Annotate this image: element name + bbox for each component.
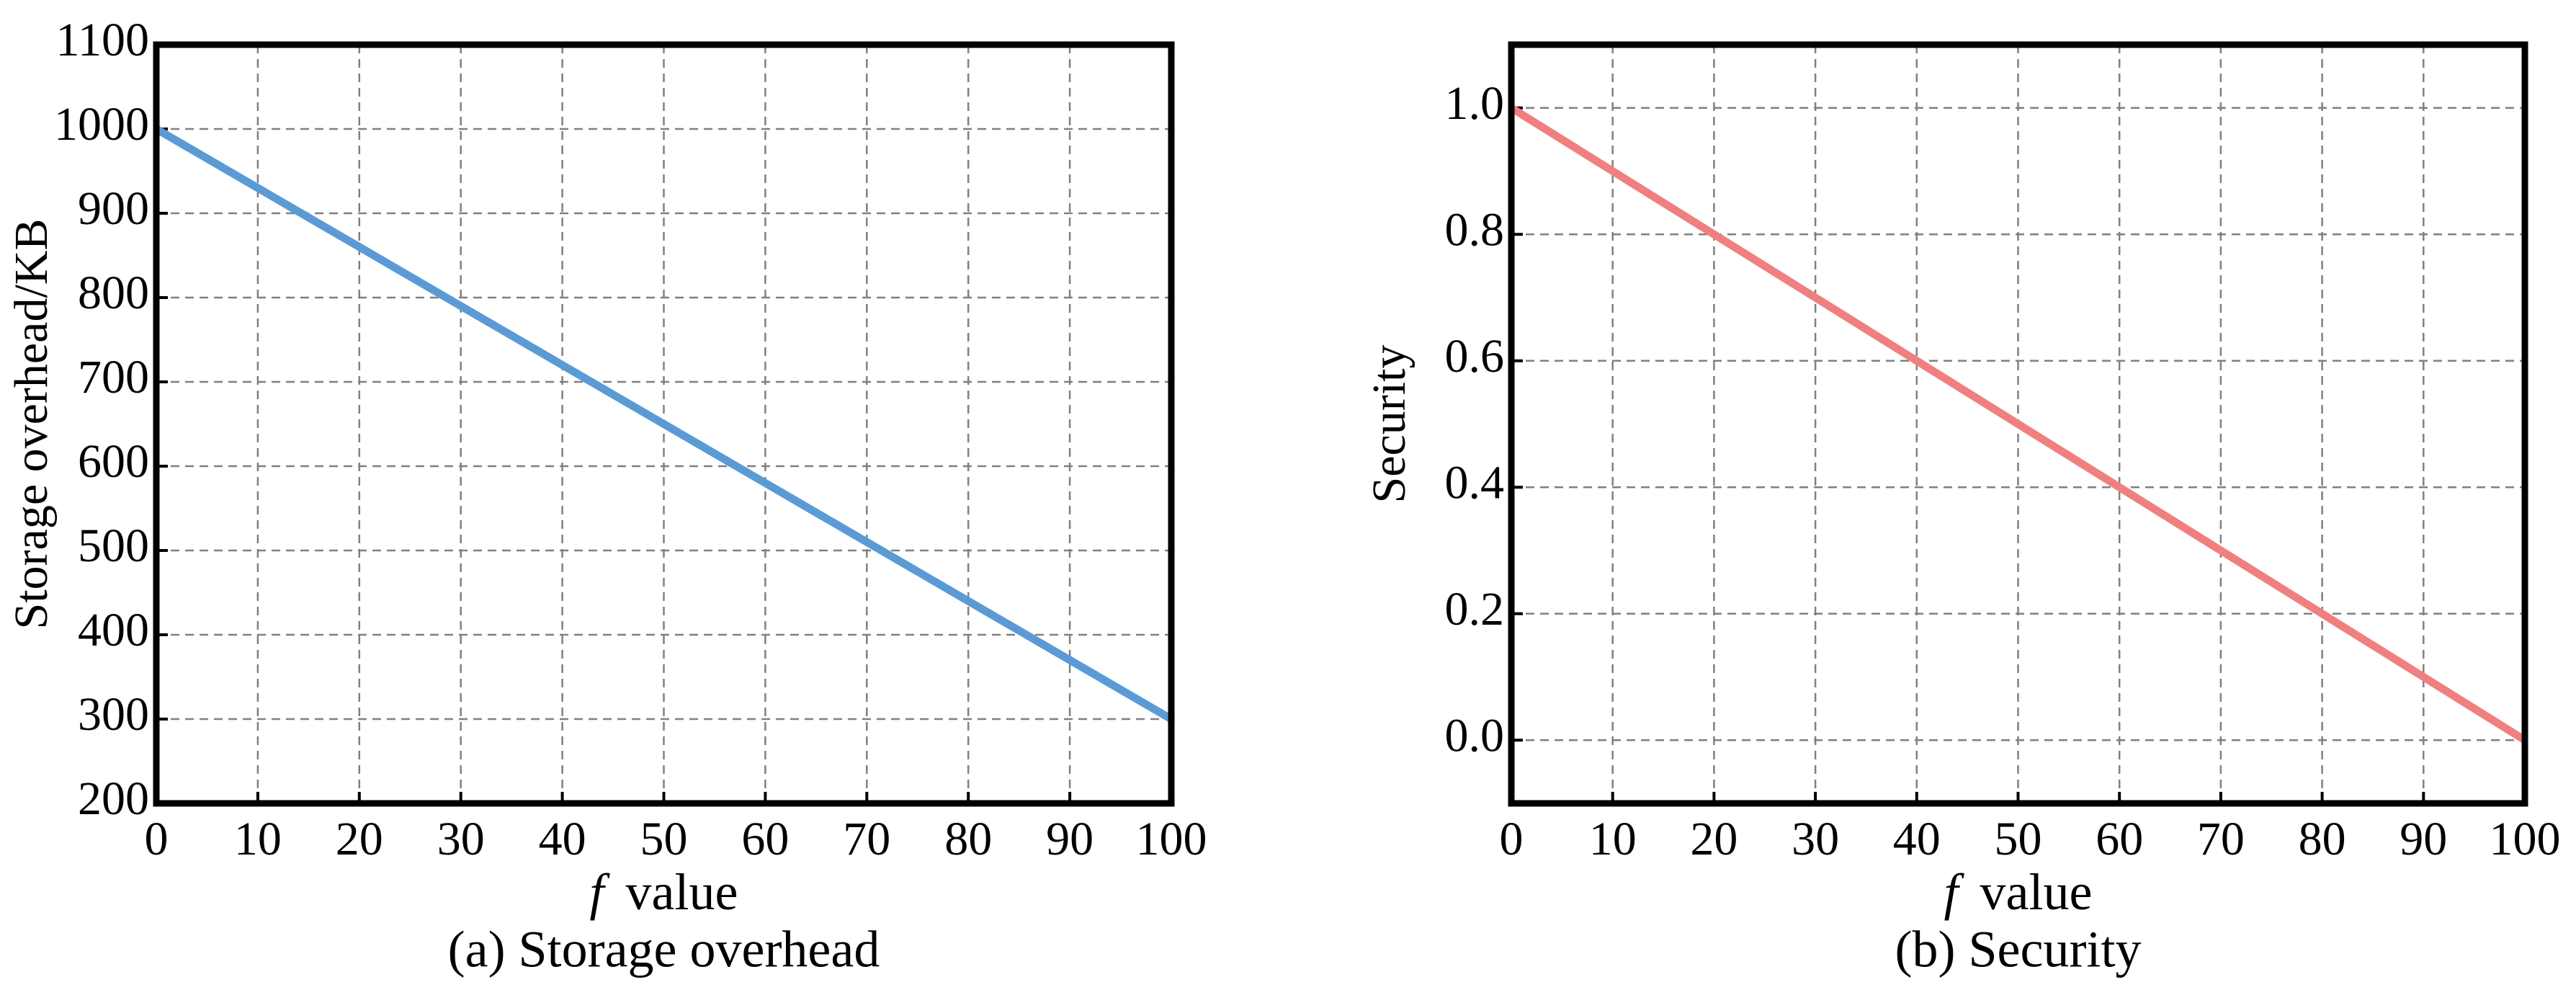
caption: (a) Storage overhead xyxy=(448,921,880,978)
x-tick-label: 10 xyxy=(1589,813,1637,865)
x-tick-label: 10 xyxy=(234,813,282,865)
y-tick-label: 0.8 xyxy=(1445,203,1505,256)
x-tick-label: 20 xyxy=(1690,813,1738,865)
axes-frame xyxy=(1508,41,2528,807)
y-tick-label: 400 xyxy=(78,604,149,656)
y-tick-label: 0.6 xyxy=(1445,330,1505,383)
y-tick-label: 0.2 xyxy=(1445,583,1505,635)
x-tick-label: 70 xyxy=(843,813,890,865)
x-axis-label-text: value xyxy=(1980,863,2093,921)
y-tick-label: 1100 xyxy=(55,14,149,66)
y-tick-label: 900 xyxy=(78,182,149,235)
y-tick-label: 200 xyxy=(78,772,149,825)
x-tick-label: 20 xyxy=(336,813,383,865)
x-axis-variable: f xyxy=(590,863,611,921)
x-axis-label-text: value xyxy=(626,863,738,921)
x-tick-label: 80 xyxy=(2299,813,2346,865)
x-tick-label: 90 xyxy=(2400,813,2447,865)
x-tick-label: 50 xyxy=(640,813,688,865)
y-axis-label: Storage overhead/KB xyxy=(5,219,58,630)
x-tick-label: 100 xyxy=(2490,813,2561,865)
y-axis-label: Security xyxy=(1363,345,1416,504)
y-tick-label: 300 xyxy=(78,688,149,741)
x-tick-label: 0 xyxy=(145,813,169,865)
x-tick-label: 40 xyxy=(1893,813,1941,865)
x-tick-label: 40 xyxy=(539,813,586,865)
x-tick-label: 60 xyxy=(2096,813,2143,865)
data-line xyxy=(1509,104,2527,744)
x-tick-label: 100 xyxy=(1136,813,1207,865)
x-tick-label: 0 xyxy=(1500,813,1524,865)
x-tick-label: 50 xyxy=(1995,813,2042,865)
x-tick-label: 90 xyxy=(1046,813,1094,865)
y-tick-label: 0.0 xyxy=(1445,709,1505,762)
y-tick-label: 500 xyxy=(78,519,149,572)
x-tick-label: 30 xyxy=(1792,813,1839,865)
axes-frame xyxy=(153,41,1175,807)
x-tick-label: 60 xyxy=(741,813,789,865)
y-tick-label: 600 xyxy=(78,435,149,488)
y-tick-label: 700 xyxy=(78,351,149,403)
y-tick-label: 1.0 xyxy=(1445,77,1505,130)
x-axis-label: f value xyxy=(590,863,738,921)
x-axis-variable: f xyxy=(1944,863,1965,921)
caption: (b) Security xyxy=(1895,921,2142,978)
x-tick-label: 30 xyxy=(437,813,485,865)
x-axis-label: f value xyxy=(1944,863,2093,921)
x-tick-label: 80 xyxy=(944,813,992,865)
x-tick-label: 70 xyxy=(2197,813,2245,865)
y-tick-label: 0.4 xyxy=(1445,456,1505,509)
y-tick-label: 1000 xyxy=(54,98,149,151)
data-line xyxy=(154,125,1173,723)
y-tick-label: 800 xyxy=(78,267,149,319)
